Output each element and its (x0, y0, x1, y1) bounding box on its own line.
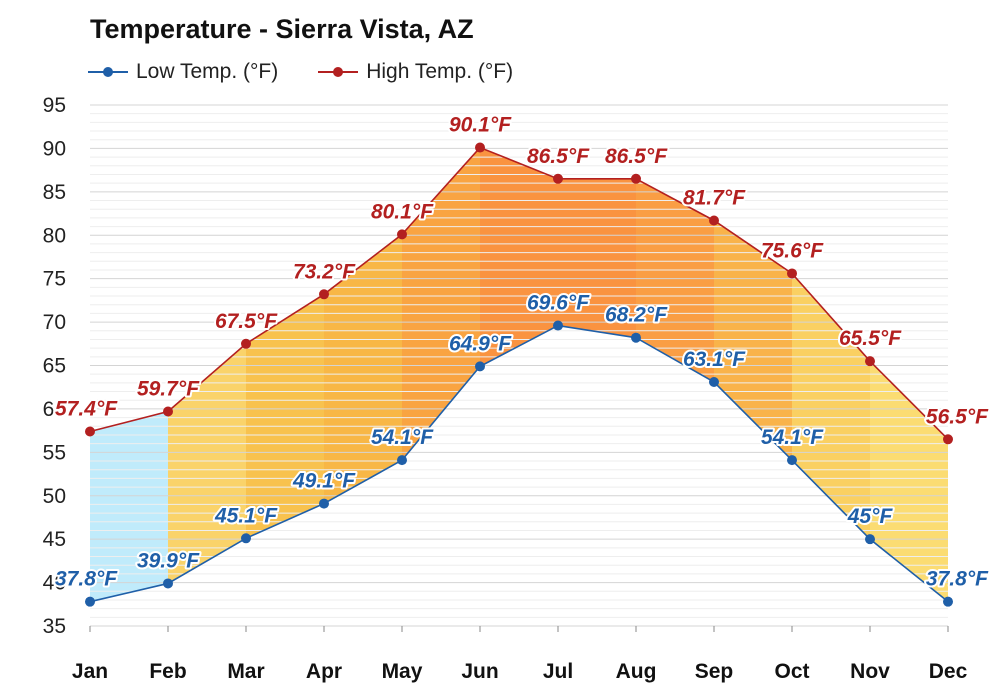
y-tick-label: 70 (43, 311, 66, 334)
y-tick-label: 75 (43, 268, 66, 291)
band-mar (246, 294, 324, 539)
point-high (865, 356, 875, 367)
point-high (397, 229, 407, 240)
band-apr (324, 234, 402, 504)
data-label-high: 73.2°F (293, 260, 356, 283)
data-label-low: 69.6°F (527, 292, 590, 315)
y-tick-label: 45 (43, 528, 66, 551)
x-tick-label: Jul (543, 660, 573, 683)
data-label-low: 64.9°F (449, 332, 512, 355)
point-high (85, 426, 95, 437)
legend-item-high[interactable]: High Temp. (°F) (318, 60, 513, 84)
point-high (319, 289, 329, 300)
series-lines (89, 146, 949, 603)
data-label-high: 67.5°F (215, 310, 278, 333)
data-label-high: 75.6°F (761, 239, 824, 262)
grid-lines (89, 104, 949, 632)
y-tick-label: 90 (43, 137, 66, 160)
data-label-low: 45°F (847, 505, 894, 528)
point-high (631, 173, 641, 184)
y-tick-label: 50 (43, 485, 66, 508)
series-line-low (89, 324, 949, 603)
data-label-low: 39.9°F (137, 549, 200, 572)
legend-label-high: High Temp. (°F) (366, 60, 514, 83)
band-may (402, 147, 480, 461)
band-nov (870, 361, 948, 602)
data-label-low: 63.1°F (683, 348, 746, 371)
x-tick-label: Feb (149, 660, 186, 683)
point-high (943, 434, 953, 445)
point-low (943, 596, 953, 607)
point-high (241, 338, 251, 349)
legend-swatch-high (318, 62, 359, 82)
y-tick-label: 40 (43, 572, 66, 595)
band-feb (168, 343, 246, 584)
data-label-high: 65.5°F (839, 327, 902, 350)
data-label-low: 37.8°F (926, 568, 989, 591)
data-label-low: 54.1°F (371, 426, 434, 449)
data-label-high: 90.1°F (449, 114, 512, 137)
y-tick-label: 60 (43, 398, 66, 421)
series-line-high (89, 146, 949, 440)
point-high (709, 215, 719, 226)
point-low (319, 498, 329, 509)
data-label-low: 49.1°F (292, 470, 356, 493)
data-label-high: 81.7°F (683, 186, 746, 209)
legend-label-low: Low Temp. (°F) (136, 60, 279, 83)
band-jul (558, 178, 636, 338)
data-label-high: 86.5°F (605, 145, 668, 168)
point-high (787, 268, 797, 279)
data-label-high: 59.7°F (137, 378, 200, 401)
data-label-low: 54.1°F (761, 426, 824, 449)
temperature-bands (90, 147, 948, 602)
x-tick-label: Oct (774, 660, 809, 683)
y-tick-label: 55 (43, 441, 66, 464)
point-low (475, 361, 485, 372)
y-tick-label: 85 (43, 181, 66, 204)
data-label-low: 37.8°F (55, 568, 118, 591)
point-high (553, 173, 563, 184)
point-high (163, 406, 173, 417)
point-low (631, 332, 641, 343)
band-jan (90, 411, 168, 602)
legend-swatch-low (88, 62, 128, 82)
y-tick-label: 80 (43, 224, 66, 247)
point-low (787, 455, 797, 466)
legend-item-low[interactable]: Low Temp. (°F) (88, 60, 278, 84)
data-label-high: 56.5°F (926, 405, 989, 428)
x-tick-label: May (382, 660, 423, 683)
x-tick-label: Mar (227, 660, 264, 683)
data-label-high: 86.5°F (527, 145, 590, 168)
data-label-high: 80.1°F (371, 200, 434, 223)
x-tick-label: Dec (929, 660, 968, 683)
point-high (475, 142, 485, 153)
data-label-low: 68.2°F (605, 304, 668, 327)
x-tick-label: Apr (306, 660, 342, 683)
x-tick-label: Jun (461, 660, 498, 683)
data-label-low: 45.1°F (214, 504, 278, 527)
x-tick-label: Aug (616, 660, 657, 683)
x-tick-label: Sep (695, 660, 734, 683)
y-tick-label: 35 (43, 615, 66, 638)
point-low (553, 320, 563, 331)
point-low (85, 596, 95, 607)
x-axis-ticks: Jan Feb Mar Apr May Jun Jul Aug Sep Oct Nov Dec (72, 660, 968, 683)
legend: Low Temp. (°F) High Temp. (°F) (88, 60, 553, 84)
point-low (241, 533, 251, 544)
data-labels: 57.4°F 59.7°F 67.5°F 73.2°F 80.1°F 90.1°F 86.5… (53, 112, 991, 593)
x-tick-label: Nov (850, 660, 890, 683)
x-tick-label: Jan (72, 660, 108, 683)
band-jun (480, 147, 558, 367)
point-low (865, 534, 875, 545)
y-axis-ticks: 35 40 45 50 55 60 65 70 75 80 85 90 95 (43, 94, 66, 638)
series-points (85, 142, 953, 607)
y-tick-label: 95 (43, 94, 66, 117)
point-low (163, 578, 173, 589)
point-low (397, 455, 407, 466)
point-low (709, 376, 719, 387)
data-label-high: 57.4°F (55, 397, 118, 420)
y-tick-label: 65 (43, 355, 66, 378)
chart-title: Temperature - Sierra Vista, AZ (90, 14, 474, 44)
